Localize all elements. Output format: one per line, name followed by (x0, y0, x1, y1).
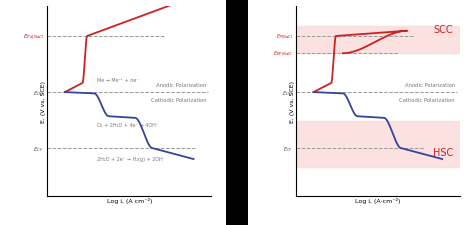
Text: Anodic Polarization: Anodic Polarization (405, 83, 455, 88)
Text: $E_{CF}$: $E_{CF}$ (34, 144, 45, 153)
Text: Anodic Polarization: Anodic Polarization (156, 83, 206, 88)
Text: HSC: HSC (432, 148, 453, 158)
Text: $E_{OC}$: $E_{OC}$ (283, 88, 293, 97)
Bar (296, 121, 460, 167)
Text: $E_{P|NaCl}$: $E_{P|NaCl}$ (276, 33, 293, 41)
X-axis label: Log i, (A·cm⁻²): Log i, (A·cm⁻²) (356, 197, 401, 203)
Text: $E_{RP|NaCl}$: $E_{RP|NaCl}$ (273, 50, 293, 58)
Text: O₂ + 2H₂O + 4e⁻ → 4OH⁻: O₂ + 2H₂O + 4e⁻ → 4OH⁻ (97, 123, 159, 128)
Text: Cathodic Polarization: Cathodic Polarization (400, 98, 455, 103)
Text: Cathodic Polarization: Cathodic Polarization (151, 98, 206, 103)
X-axis label: Log i, (A cm⁻²): Log i, (A cm⁻²) (107, 197, 152, 203)
Text: $E_{CF}$: $E_{CF}$ (283, 144, 293, 153)
Text: $E_{OC}$: $E_{OC}$ (33, 88, 45, 97)
Text: 2H₂O + 2e⁻ → H₂(g) + 2OH⁻: 2H₂O + 2e⁻ → H₂(g) + 2OH⁻ (97, 156, 165, 161)
Text: SCC: SCC (433, 25, 453, 35)
Bar (296, 27, 460, 54)
Text: $E_{Pit|NaCl}$: $E_{Pit|NaCl}$ (23, 33, 45, 41)
Text: Me → Meⁿ⁺ + ne⁻: Me → Meⁿ⁺ + ne⁻ (97, 77, 139, 82)
Y-axis label: E, (V vs. SCE): E, (V vs. SCE) (41, 80, 46, 122)
Y-axis label: E, (V vs. SCE): E, (V vs. SCE) (290, 80, 295, 122)
